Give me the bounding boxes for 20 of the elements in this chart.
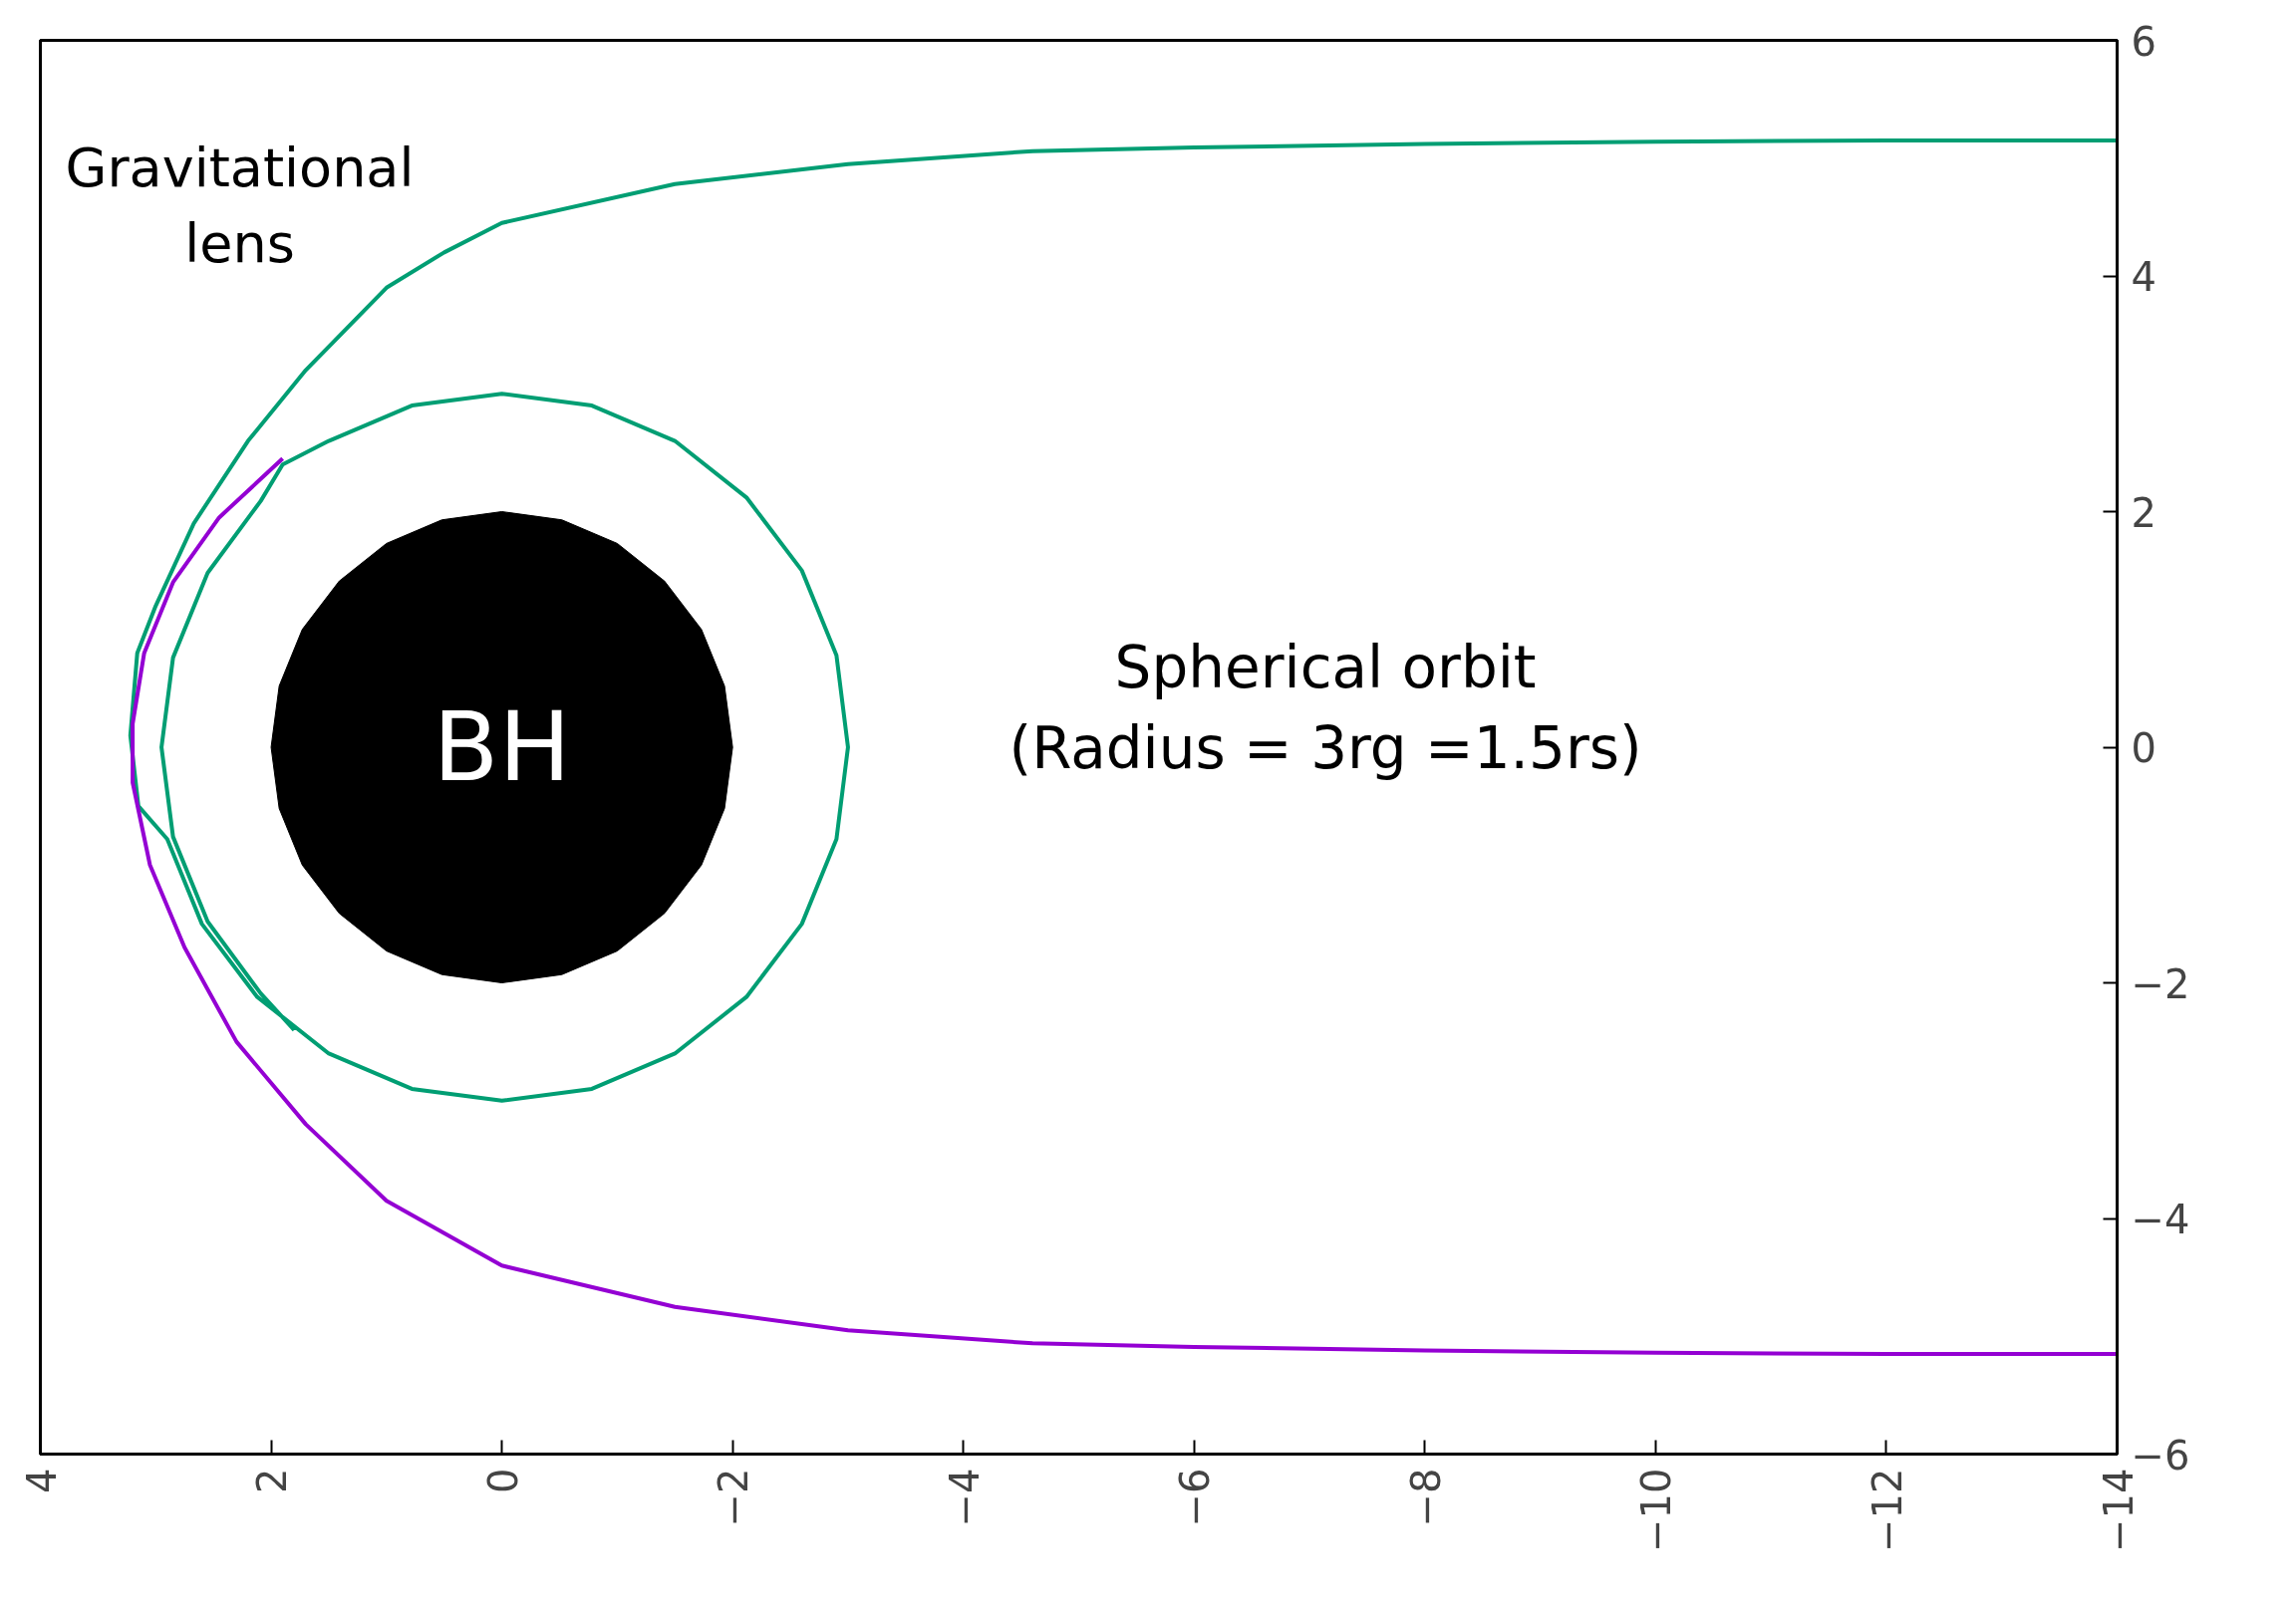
y-tick-label: 2 [2131,489,2156,536]
x-tick-label: −10 [1633,1468,1680,1552]
x-tick-label: 2 [249,1468,296,1493]
y-tick-label: −2 [2131,960,2190,1007]
y-tick-label: −4 [2131,1197,2190,1242]
annotation: BH [432,691,571,803]
x-tick-label: −2 [711,1468,757,1527]
y-tick-label: 0 [2131,725,2156,771]
y-tick-label: 6 [2131,18,2156,65]
x-tick-label: −8 [1402,1468,1449,1527]
x-tick-label: −6 [1172,1468,1219,1527]
annotation: Gravitational lens [65,136,415,275]
x-tick-label: 4 [18,1468,65,1493]
y-tick-label: 4 [2131,254,2156,300]
x-tick-label: −4 [941,1468,988,1527]
annotation: Spherical orbit (Radius = 3rg =1.5rs) [1008,633,1642,783]
x-tick-label: 0 [479,1468,526,1493]
line-series [131,456,2118,1356]
x-tick-label: −12 [1864,1468,1910,1552]
x-tick-label: −14 [2095,1468,2142,1552]
